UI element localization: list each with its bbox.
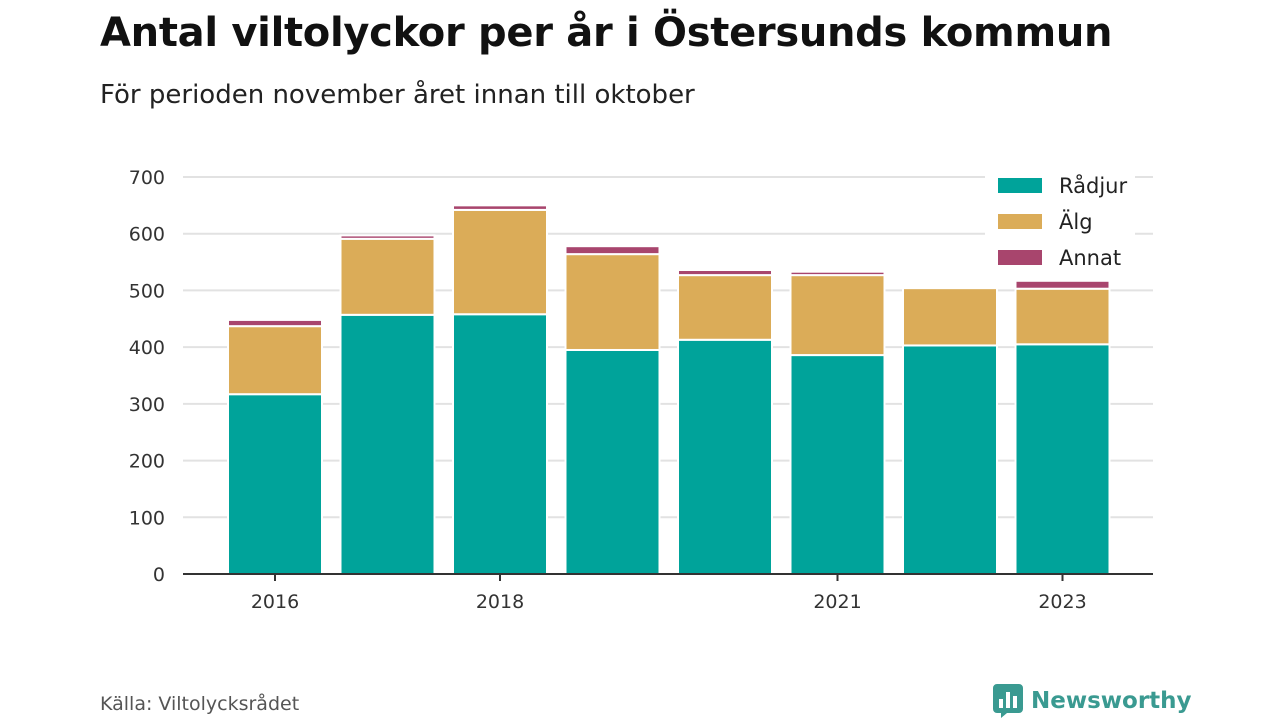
bar-segment-radjur xyxy=(339,313,436,575)
newsworthy-logo-icon xyxy=(993,684,1023,718)
chart-subtitle: För perioden november året innan till ok… xyxy=(100,80,695,110)
bar-segment-radjur xyxy=(564,348,661,575)
brand-name: Newsworthy xyxy=(1031,688,1192,714)
y-tick-label: 300 xyxy=(129,394,165,416)
bar-segment-alg xyxy=(902,287,998,347)
y-tick-label: 700 xyxy=(129,167,165,189)
x-tick-label: 2023 xyxy=(1038,591,1086,613)
legend-label-annat: Annat xyxy=(1059,246,1121,270)
bar-segment-alg xyxy=(227,325,323,396)
y-tick-label: 0 xyxy=(153,564,165,586)
bar-segment-radjur xyxy=(452,313,548,575)
bar-segment-alg xyxy=(1014,287,1111,346)
bar-segment-radjur xyxy=(1014,343,1111,575)
stacked-bar-chart: 0 100 200 300 400 500 600 700 2016 2018 2021 2023 Rå… xyxy=(129,167,1153,613)
legend-label-radjur: Rådjur xyxy=(1059,173,1127,198)
bar-segment-alg xyxy=(564,253,661,351)
bar-segment-radjur xyxy=(227,393,323,576)
legend-swatch-radjur xyxy=(998,178,1042,193)
y-tick-label: 600 xyxy=(129,224,165,246)
legend-label-alg: Älg xyxy=(1059,209,1093,234)
y-tick-label: 500 xyxy=(129,280,165,302)
bar-segment-radjur xyxy=(902,344,998,576)
bar-segment-annat xyxy=(1014,279,1111,290)
bar-segment-alg xyxy=(339,237,436,316)
legend-swatch-annat xyxy=(998,250,1042,265)
legend-swatch-alg xyxy=(998,214,1042,229)
bar-segment-radjur xyxy=(677,338,773,575)
bar-segment-annat xyxy=(677,269,773,277)
y-tick-label: 400 xyxy=(129,337,165,359)
bar-segment-alg xyxy=(789,274,886,357)
y-tick-label: 100 xyxy=(129,507,165,529)
bar-segment-annat xyxy=(452,204,548,211)
newsworthy-logo[interactable]: Newsworthy xyxy=(993,684,1192,718)
bar-segment-alg xyxy=(677,274,773,341)
source-note: Källa: Viltolycksrådet xyxy=(100,693,300,715)
bar-segment-annat xyxy=(564,245,661,256)
bar-segment-annat xyxy=(789,270,886,277)
bar-segment-alg xyxy=(452,208,548,316)
x-tick-label: 2021 xyxy=(813,591,861,613)
bar-segment-radjur xyxy=(789,354,886,575)
x-tick-label: 2018 xyxy=(476,591,524,613)
x-tick-label: 2016 xyxy=(251,591,299,613)
y-tick-label: 200 xyxy=(129,451,165,473)
bar-segment-annat xyxy=(339,234,436,240)
bar-segment-annat xyxy=(227,318,323,328)
chart-title: Antal viltolyckor per år i Östersunds ko… xyxy=(100,10,1113,56)
